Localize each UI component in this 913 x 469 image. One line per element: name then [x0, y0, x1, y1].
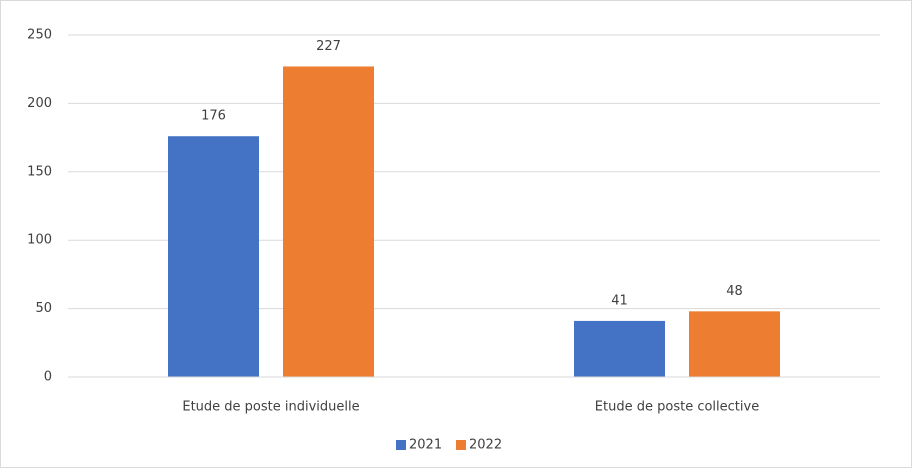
y-tick-label: 150	[27, 164, 52, 179]
y-tick-label: 250	[27, 28, 52, 43]
x-tick-label: Etude de poste collective	[595, 400, 759, 415]
legend-label: 2022	[469, 438, 502, 453]
bar	[283, 66, 374, 378]
y-tick-label: 50	[35, 301, 52, 316]
data-label: 176	[201, 109, 226, 124]
bar	[689, 311, 780, 377]
data-label: 48	[726, 284, 743, 299]
x-tick-label: Etude de poste individuelle	[182, 400, 359, 415]
bar	[574, 320, 665, 377]
legend-swatch	[396, 440, 406, 450]
y-tick-label: 200	[27, 96, 52, 111]
data-label: 41	[611, 293, 628, 308]
data-label: 227	[316, 39, 341, 54]
legend-swatch	[456, 440, 466, 450]
bar	[168, 136, 259, 377]
y-tick-label: 0	[44, 370, 52, 385]
y-tick-label: 100	[27, 233, 52, 248]
legend-label: 2021	[409, 438, 442, 453]
